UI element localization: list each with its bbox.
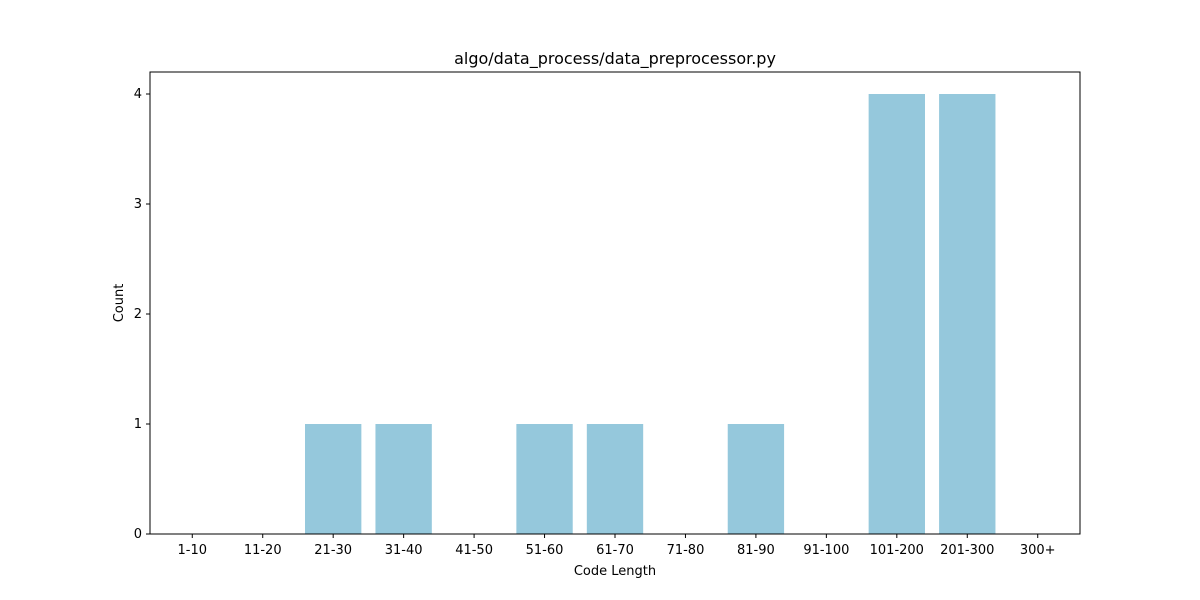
x-tick-label: 21-30 xyxy=(314,543,352,558)
y-tick-label: 4 xyxy=(134,87,142,102)
y-axis-label: Count xyxy=(112,284,127,323)
y-axis-ticks: 0 1 2 3 4 xyxy=(134,87,150,542)
x-tick-label: 11-20 xyxy=(244,543,282,558)
bar-21-30 xyxy=(305,424,362,534)
x-tick-label: 101-200 xyxy=(870,543,924,558)
y-tick-label: 2 xyxy=(134,307,142,322)
x-tick-label: 41-50 xyxy=(455,543,493,558)
chart-title: algo/data_process/data_preprocessor.py xyxy=(454,49,776,69)
x-tick-label: 201-300 xyxy=(940,543,994,558)
x-axis-ticks: 1-10 11-20 21-30 31-40 41-50 51-60 61-70 71-80 8… xyxy=(178,534,1056,558)
bar-51-60 xyxy=(516,424,573,534)
x-tick-label: 31-40 xyxy=(385,543,423,558)
y-tick-label: 1 xyxy=(134,417,142,432)
bar-81-90 xyxy=(727,424,785,534)
y-tick-label: 3 xyxy=(134,197,142,212)
bars-layer xyxy=(305,94,996,534)
x-tick-label: 300+ xyxy=(1020,543,1056,558)
bar-31-40 xyxy=(375,424,432,534)
y-tick-label: 0 xyxy=(134,527,142,542)
x-tick-label: 71-80 xyxy=(667,543,705,558)
x-tick-label: 91-100 xyxy=(803,543,849,558)
x-tick-label: 1-10 xyxy=(178,543,208,558)
x-tick-label: 61-70 xyxy=(596,543,634,558)
x-tick-label: 81-90 xyxy=(737,543,775,558)
bar-101-200 xyxy=(868,94,925,534)
bar-61-70 xyxy=(586,424,644,534)
bar-201-300 xyxy=(939,94,996,534)
x-tick-label: 51-60 xyxy=(526,543,564,558)
x-axis-label: Code Length xyxy=(574,564,656,579)
